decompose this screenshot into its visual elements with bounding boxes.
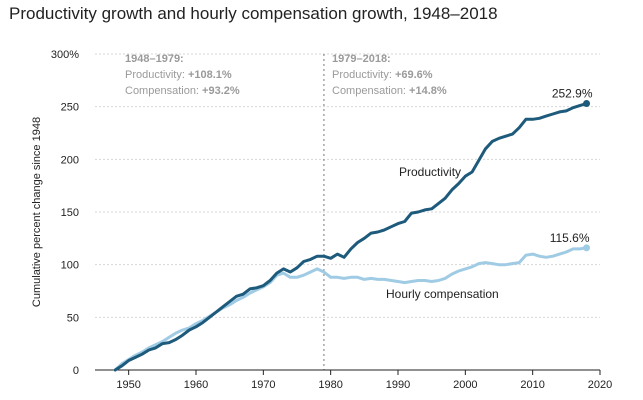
annotation-period-1: 1948–1979: Productivity: +108.1% Compensat… xyxy=(125,53,240,97)
annotation-value: +93.2% xyxy=(202,85,240,97)
series-endpoint-productivity xyxy=(583,100,591,108)
annotation-value: +108.1% xyxy=(188,69,232,81)
y-axis-title: Cumulative percent change since 1948 xyxy=(31,117,43,307)
period-annotations: 1948–1979: Productivity: +108.1% Compensat… xyxy=(125,53,447,97)
series-lines xyxy=(113,100,591,372)
series-line-productivity xyxy=(113,102,588,372)
annotation-label: Compensation: xyxy=(332,85,409,97)
annotation-line: Compensation: +14.8% xyxy=(332,85,447,97)
series-labels: Productivity Hourly compensation 252.9% 115… xyxy=(386,87,593,301)
x-tick-label: 1990 xyxy=(386,379,410,391)
chart-title: Productivity growth and hourly compensat… xyxy=(9,4,498,23)
x-tick-label: 1950 xyxy=(116,379,140,391)
y-tick-label: 300% xyxy=(51,49,79,61)
x-tick-label: 1960 xyxy=(184,379,208,391)
x-tick-label: 2010 xyxy=(520,379,544,391)
y-tick-label: 150 xyxy=(61,207,79,219)
annotation-label: Productivity: xyxy=(332,69,395,81)
annotation-label: Productivity: xyxy=(125,69,188,81)
series-label-compensation: Hourly compensation xyxy=(386,287,499,301)
end-label-productivity: 252.9% xyxy=(552,87,593,101)
end-label-compensation: 115.6% xyxy=(550,231,590,245)
annotation-value: +69.6% xyxy=(395,69,433,81)
annotation-line: Compensation: +93.2% xyxy=(125,85,240,97)
annotation-heading: 1979–2018: xyxy=(332,53,391,65)
y-tick-label: 50 xyxy=(67,312,79,324)
x-tick-label: 2000 xyxy=(453,379,477,391)
series-line-compensation xyxy=(113,246,588,372)
annotation-period-2: 1979–2018: Productivity: +69.6% Compensati… xyxy=(332,53,447,97)
axes: 0 50 100 150 200 250 300% 1950 1960 1970 1980 1990 2… xyxy=(31,49,612,391)
x-tick-label: 2020 xyxy=(588,379,612,391)
annotation-line: Productivity: +69.6% xyxy=(332,69,433,81)
y-tick-label: 250 xyxy=(61,102,79,114)
x-tick-label: 1980 xyxy=(318,379,342,391)
series-label-productivity: Productivity xyxy=(399,165,461,179)
annotation-heading: 1948–1979: xyxy=(125,53,184,65)
annotation-line: Productivity: +108.1% xyxy=(125,69,232,81)
gridlines xyxy=(95,53,600,370)
y-tick-label: 100 xyxy=(61,260,79,272)
y-tick-label: 200 xyxy=(61,154,79,166)
y-tick-label: 0 xyxy=(73,365,79,377)
series-endpoint-compensation xyxy=(583,244,591,252)
annotation-label: Compensation: xyxy=(125,85,202,97)
x-tick-label: 1970 xyxy=(251,379,275,391)
annotation-value: +14.8% xyxy=(409,85,447,97)
